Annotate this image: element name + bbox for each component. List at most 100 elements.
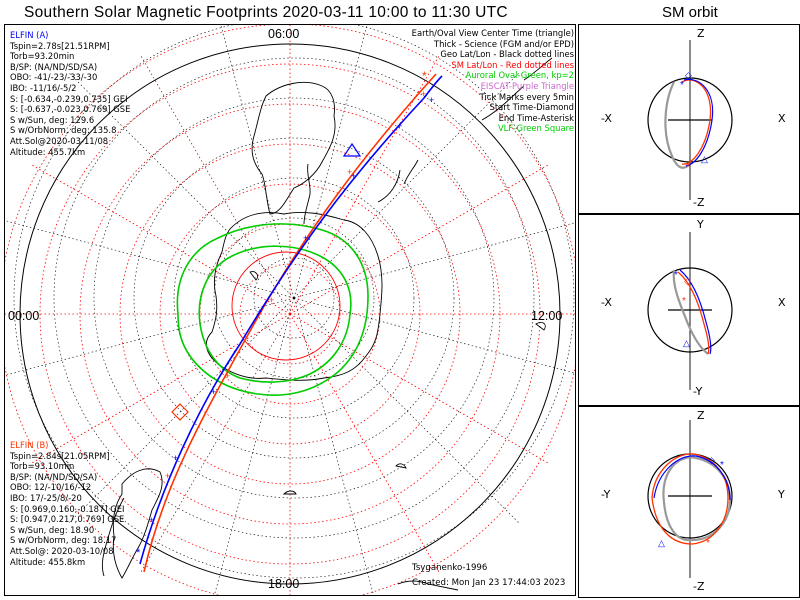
elfin-b-line: S: [0.947,0.217,0.769] GSE bbox=[10, 514, 125, 525]
elfin-b-tick: + bbox=[421, 89, 426, 99]
svg-text:*: * bbox=[680, 80, 684, 91]
elfin-b-end-asterisk: * bbox=[422, 69, 427, 83]
orbit-xy-top: Y bbox=[697, 218, 704, 231]
elfin-b-tick: + bbox=[269, 295, 274, 305]
elfin-a-line: Torb=93.20min bbox=[10, 51, 75, 62]
legend-item: Thick - Science (FGM and/or EPD) bbox=[433, 38, 574, 49]
elfin-a-line: Altitude: 455.7km bbox=[10, 146, 86, 157]
elfin-a-line: S: [-0.634,-0.239,0.735] GEI bbox=[10, 93, 128, 104]
orbit-trace-b bbox=[651, 453, 729, 545]
elfin-a-header: ELFIN (A) bbox=[10, 30, 49, 40]
orbit-trace-gray bbox=[672, 269, 709, 355]
elfin-b-start-diamond bbox=[171, 403, 189, 421]
orbit-trace-a bbox=[653, 455, 731, 501]
geo-lon-line bbox=[67, 71, 295, 299]
geo-lon-line bbox=[293, 222, 575, 299]
orbit-trace-a bbox=[683, 78, 714, 167]
elfin-b-line: Tspin=2.84s[21.05RPM] bbox=[10, 450, 110, 461]
elfin-b-line: S: [0.969,0.160,-0.187] GEI bbox=[10, 503, 125, 514]
geo-lon-line bbox=[293, 71, 521, 299]
geo-lon-line bbox=[220, 25, 295, 299]
sm-lat-circle bbox=[239, 263, 341, 365]
orbit-trace-a bbox=[679, 269, 712, 355]
orbit-trace-b bbox=[677, 271, 710, 355]
svg-text:◇: ◇ bbox=[685, 70, 692, 80]
elfin-b-line: IBO: 17/-25/8/-20 bbox=[10, 492, 82, 503]
svg-text:△: △ bbox=[701, 154, 708, 164]
elfin-a-line: S w/Sun, deg: 129.6 bbox=[10, 114, 95, 125]
elfin-b-line: OBO: 12/-10/16/-12 bbox=[10, 482, 92, 493]
elfin-b-tick: + bbox=[225, 371, 230, 381]
geo-lon-line bbox=[293, 297, 521, 525]
geo-lat-circle bbox=[13, 25, 575, 579]
elfin-b-header: ELFIN (B) bbox=[10, 440, 49, 450]
mlt-label-bottom: 18:00 bbox=[268, 577, 300, 591]
geo-lon-line bbox=[67, 297, 295, 525]
svg-text:*: * bbox=[686, 162, 690, 173]
legend-item: Earth/Oval View Center Time (triangle) bbox=[411, 28, 574, 38]
elfin-a-line: IBO: -11/16/-5/2 bbox=[10, 82, 77, 93]
page-title: Southern Solar Magnetic Footprints 2020-… bbox=[24, 4, 508, 21]
sm-lat-circle bbox=[119, 143, 461, 485]
mlt-label-top: 06:00 bbox=[268, 27, 300, 41]
geo-lat-circle bbox=[93, 97, 495, 499]
sm-latlon-grid bbox=[5, 25, 575, 595]
sm-lat-circle bbox=[79, 103, 501, 525]
legend-item: Tick Marks every 5min bbox=[479, 91, 574, 102]
orbit-yz-right: Y bbox=[778, 488, 785, 501]
geo-latlon-grid bbox=[5, 25, 575, 595]
legend-item: SM Lat/Lon - Red dotted lines bbox=[451, 59, 574, 70]
elfin-b-line: S w/OrbNorm, deg: 18.17 bbox=[10, 535, 117, 546]
footprint-tracks: +++++++++++++** bbox=[136, 69, 443, 573]
legend-item: VLF-Green Square bbox=[497, 123, 574, 134]
orbit-panel-yz: * ◇ △ * bbox=[578, 406, 800, 598]
svg-text:◇: ◇ bbox=[708, 455, 715, 465]
svg-text:*: * bbox=[720, 460, 724, 471]
geo-lon-line bbox=[214, 297, 295, 595]
sm-lat-circle bbox=[39, 63, 541, 565]
elfin-b-line: Torb=93.10min bbox=[10, 461, 75, 472]
elfin-a-tick: + bbox=[429, 95, 434, 105]
svg-text:*: * bbox=[682, 296, 686, 307]
orbit-xz-left: -X bbox=[601, 112, 612, 125]
elfin-a-end-asterisk: * bbox=[136, 547, 141, 559]
elfin-a-info: ELFIN (A) Tspin=2.78s[21.51RPM] Torb=93.… bbox=[10, 30, 130, 157]
orbit-trace-b bbox=[681, 79, 712, 165]
legend-item: End Time-Asterisk bbox=[498, 112, 574, 123]
mlt-label-left: 00:00 bbox=[8, 309, 40, 323]
orbit-xy-left: -X bbox=[601, 296, 612, 309]
polar-footprint-map: +++++++++++++** bbox=[4, 24, 576, 596]
sm-lon-line bbox=[289, 313, 551, 465]
created-timestamp: Created: Mon Jan 23 17:44:03 2023 bbox=[412, 578, 566, 588]
mlt-label-right: 12:00 bbox=[531, 309, 563, 323]
legend-item: EISCAT-Purple Triangle bbox=[480, 80, 574, 91]
geo-lon-line bbox=[5, 297, 295, 376]
sm-lon-line bbox=[289, 163, 551, 315]
elfin-b-line: Altitude: 455.8km bbox=[10, 556, 86, 567]
geo-lat-circle bbox=[213, 217, 375, 379]
auroral-oval bbox=[176, 223, 369, 396]
geo-lon-line bbox=[293, 25, 368, 299]
orbit-xy-bottom: -Y bbox=[693, 385, 703, 398]
geo-lon-line bbox=[5, 220, 295, 299]
elfin-a-tick: + bbox=[303, 233, 308, 243]
elfin-a-tick: + bbox=[149, 515, 154, 525]
elfin-a-line: B/SP: (NA/ND/SD/SA) bbox=[10, 61, 98, 72]
elfin-b-line: Att.Sol@: 2020-03-10/08 bbox=[10, 545, 114, 556]
svg-text:*: * bbox=[706, 538, 710, 549]
elfin-b-info: ELFIN (B) Tspin=2.84s[21.05RPM] Torb=93.… bbox=[10, 440, 125, 567]
svg-text:*: * bbox=[674, 270, 678, 281]
orbit-xz-bottom: -Z bbox=[693, 196, 705, 209]
elfin-a-view-triangle bbox=[342, 142, 362, 157]
orbit-title: SM orbit bbox=[662, 4, 718, 21]
geo-lat-circle bbox=[53, 57, 535, 539]
orbit-xz-top: Z bbox=[697, 27, 705, 40]
geo-lat-circle bbox=[173, 177, 415, 419]
orbit-trace-gray bbox=[664, 81, 691, 169]
elfin-b-track bbox=[143, 73, 437, 573]
elfin-b-line: B/SP: (NA/ND/SD/SA) bbox=[10, 471, 98, 482]
orbit-xz-right: X bbox=[778, 112, 786, 125]
elfin-a-tick: + bbox=[397, 121, 402, 131]
elfin-b-tick: + bbox=[165, 471, 170, 481]
sm-polar-circle bbox=[231, 251, 341, 361]
